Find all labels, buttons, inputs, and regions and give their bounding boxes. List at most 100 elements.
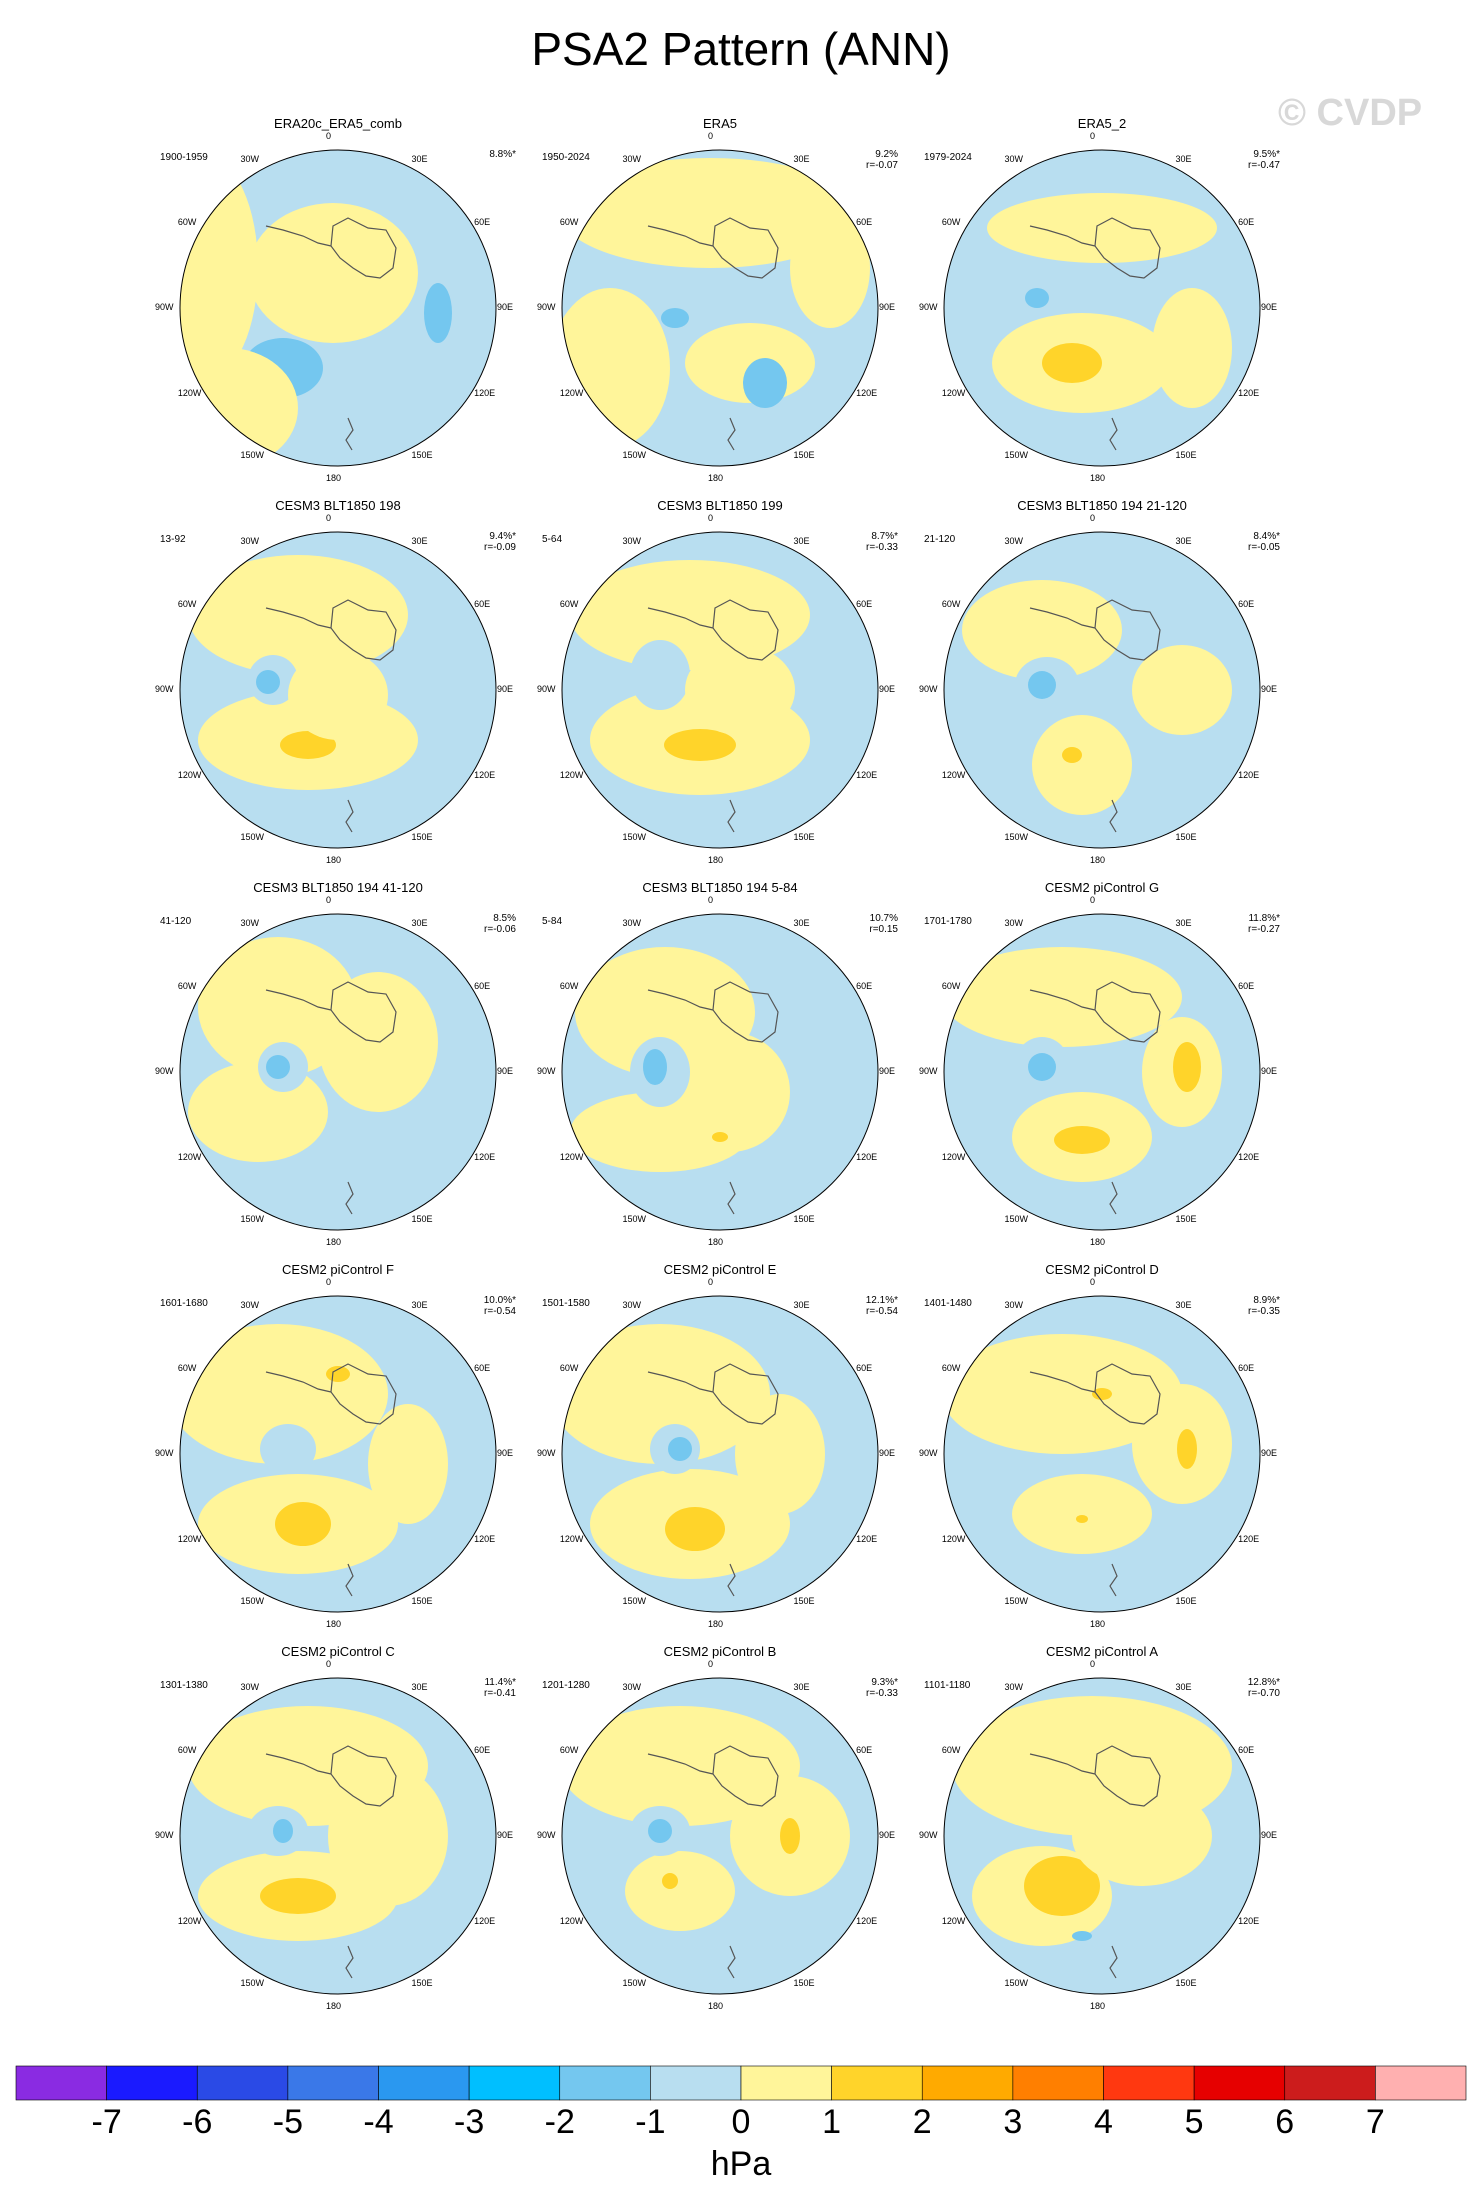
panel-variance-pct: 10.7%: [869, 913, 898, 924]
contour-region: [790, 208, 870, 328]
antarctica-coastline: [1029, 599, 1161, 661]
map-boundary: [561, 531, 879, 849]
longitude-label: 120E: [1238, 1533, 1260, 1544]
longitude-label: 30W: [1004, 153, 1024, 164]
polar-map: [561, 913, 879, 1231]
longitude-label: 180: [326, 473, 342, 483]
contour-region: [1062, 747, 1082, 763]
panel-stats: 12.8%* r=-0.70: [1248, 1677, 1280, 1699]
longitude-label: 30W: [1004, 1299, 1024, 1310]
longitude-label: 180: [708, 1619, 724, 1629]
colorbar-swatch: [559, 2065, 651, 2101]
longitude-label: 90W: [155, 1066, 174, 1076]
polar-map: [179, 1677, 497, 1995]
longitude-label: 60W: [941, 598, 961, 609]
longitude-label: 150E: [1175, 1214, 1197, 1225]
longitude-label: 180: [708, 855, 724, 865]
new-zealand-coastline: [345, 799, 354, 833]
panel-stats: 10.0%* r=-0.54: [484, 1295, 516, 1317]
longitude-label: 30W: [1004, 1681, 1024, 1692]
longitude-label: 60E: [856, 598, 873, 609]
contour-region: [944, 947, 1182, 1047]
longitude-label: 150E: [793, 832, 815, 843]
contour-region: [328, 1766, 448, 1906]
colorbar-tick-label: 1: [822, 2103, 842, 2141]
longitude-label: 90E: [497, 1448, 514, 1458]
panel-variance-pct: 8.9%*: [1253, 1295, 1280, 1306]
longitude-label: 120E: [856, 769, 878, 780]
longitude-label: 60W: [559, 1362, 579, 1373]
panel-period: 1401-1480: [924, 1298, 972, 1309]
map-panel: CESM2 piControl G 1701-1780 11.8%* r=-0.27 0…: [912, 880, 1292, 1262]
panel-period: 1101-1180: [924, 1680, 971, 1691]
colorbar-tick-label: 5: [1184, 2103, 1204, 2141]
longitude-label: 120W: [559, 387, 584, 398]
new-zealand-coastline: [727, 799, 736, 833]
longitude-label: 60W: [559, 216, 579, 227]
longitude-label: 120E: [1238, 387, 1260, 398]
contour-region: [1024, 1856, 1100, 1916]
colorbar-tick-label: -5: [272, 2103, 303, 2141]
longitude-label: 120W: [559, 1915, 584, 1926]
colorbar-swatch: [106, 2065, 198, 2101]
contour-region: [962, 580, 1122, 680]
panel-title: ERA5_2: [1077, 116, 1127, 131]
longitude-label: 90W: [537, 1066, 556, 1076]
longitude-label: 60E: [474, 216, 491, 227]
longitude-label: 60W: [559, 1744, 579, 1755]
panel-stats: 11.8%* r=-0.27: [1248, 913, 1280, 935]
colorbar-tick-label: 4: [1094, 2103, 1113, 2141]
contour-region: [1072, 1931, 1092, 1941]
longitude-label: 60E: [474, 598, 491, 609]
longitude-label: 0: [708, 1277, 714, 1287]
panel-stats: 9.3%* r=-0.33: [866, 1677, 898, 1699]
longitude-label: 150W: [1004, 1978, 1029, 1989]
longitude-label: 60E: [1238, 980, 1255, 991]
contour-region: [987, 193, 1217, 263]
longitude-label: 120W: [941, 387, 966, 398]
longitude-label: 60E: [856, 216, 873, 227]
panel-stats: 9.5%* r=-0.47: [1248, 149, 1280, 171]
longitude-label: 60E: [474, 1362, 491, 1373]
longitude-label: 90E: [879, 1066, 896, 1076]
polar-map: [179, 531, 497, 849]
longitude-label: 120E: [1238, 1915, 1260, 1926]
panel-period: 5-84: [542, 916, 563, 927]
longitude-label: 150E: [411, 450, 433, 461]
longitude-label: 150W: [622, 832, 647, 843]
panel-correlation: r=0.15: [869, 924, 898, 935]
panel-title: CESM2 piControl F: [282, 1262, 394, 1277]
colorbar-swatch: [921, 2065, 1014, 2101]
panel-variance-pct: 12.1%*: [865, 1295, 898, 1306]
contour-region: [1012, 1474, 1152, 1554]
map-boundary: [561, 1677, 879, 1995]
longitude-label: 120W: [941, 769, 966, 780]
polar-map: [943, 913, 1261, 1231]
longitude-label: 120W: [177, 1151, 202, 1162]
longitude-label: 0: [708, 131, 714, 141]
panel-correlation: r=-0.05: [1248, 542, 1280, 553]
longitude-label: 30W: [240, 535, 260, 546]
colorbar-swatch: [378, 2065, 470, 2101]
panel-period: 1900-1959: [160, 152, 208, 163]
longitude-label: 30E: [1175, 1681, 1192, 1692]
antarctica-coastline: [1029, 217, 1161, 279]
map-boundary: [179, 149, 497, 467]
panel-variance-pct: 9.2%: [875, 149, 898, 160]
panel-title: ERA20c_ERA5_comb: [274, 116, 402, 131]
longitude-label: 90E: [497, 1830, 514, 1840]
longitude-label: 90W: [537, 1448, 556, 1458]
longitude-label: 90W: [919, 684, 938, 694]
panel-variance-pct: 11.8%*: [1248, 913, 1280, 924]
longitude-label: 90W: [919, 1066, 938, 1076]
longitude-label: 90E: [879, 1448, 896, 1458]
panel-correlation: r=-0.33: [866, 1688, 898, 1699]
longitude-label: 60E: [856, 980, 873, 991]
longitude-label: 180: [326, 1619, 342, 1629]
longitude-label: 0: [1090, 1277, 1096, 1287]
contour-region: [1028, 671, 1056, 699]
map-panel: ERA5_2 1979-2024 9.5%* r=-0.47 0 30E 60E 90E 120…: [912, 116, 1292, 498]
map-panel: CESM2 piControl C 1301-1380 11.4%* r=-0.41 0…: [148, 1644, 528, 2026]
longitude-label: 60W: [941, 1744, 961, 1755]
